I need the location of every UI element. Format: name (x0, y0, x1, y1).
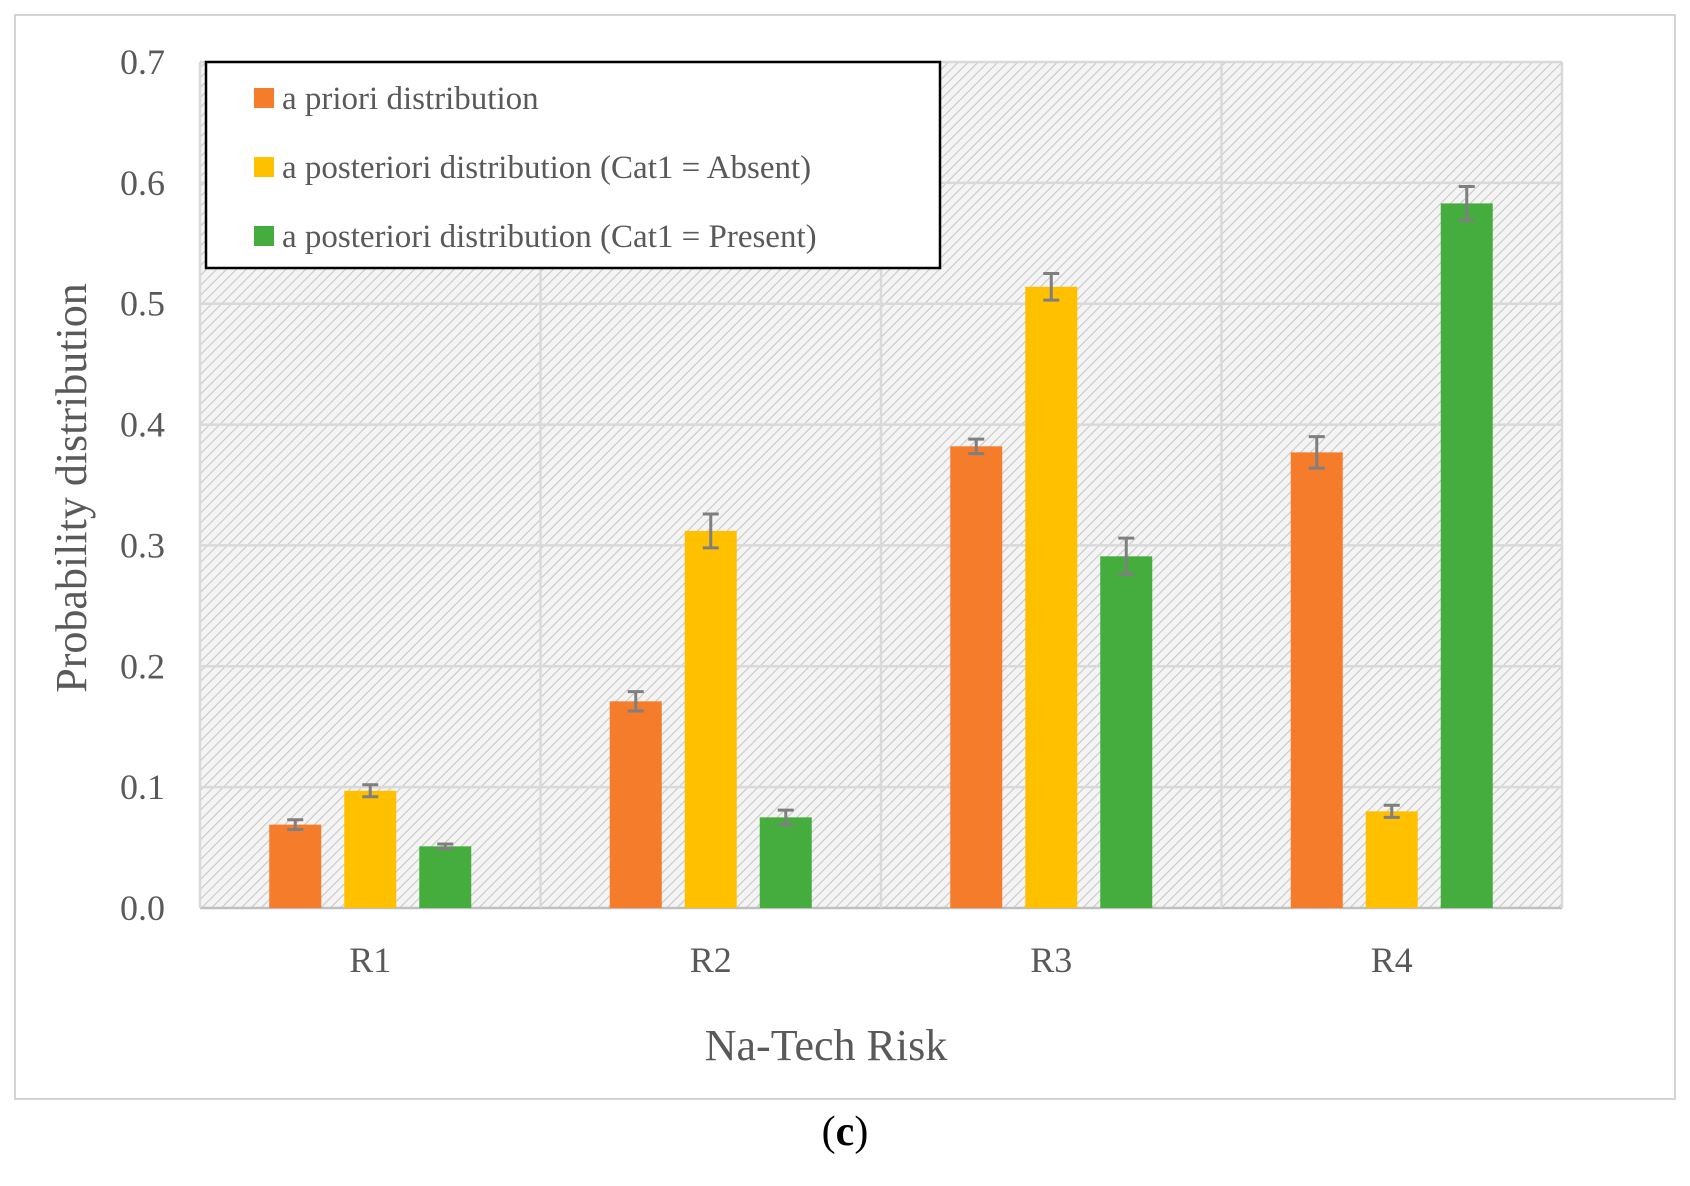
x-axis-title: Na-Tech Risk (705, 1021, 948, 1070)
caption-open-paren: ( (821, 1109, 836, 1155)
x-tick-label-R2: R2 (690, 940, 732, 980)
bar-R1-series-3 (419, 846, 472, 908)
error-bar-R3-series-2 (1043, 272, 1060, 302)
bar-R4-series-3 (1440, 203, 1493, 909)
legend-label-a-priori: a priori distribution (282, 81, 539, 117)
error-bar-R4-series-2 (1383, 803, 1400, 819)
caption-letter: c (835, 1109, 855, 1155)
error-bar-R2-series-3 (777, 808, 794, 827)
bar-R2-series-2 (684, 530, 737, 908)
figure-caption: (c) (0, 1108, 1690, 1156)
error-bar-R2-series-2 (702, 512, 719, 550)
y-tick-label: 0.4 (120, 405, 165, 445)
bar-R3-series-3 (1100, 556, 1153, 908)
y-tick-label: 0.7 (120, 42, 165, 82)
legend-swatch-posteriori-absent (254, 157, 274, 177)
y-tick-label: 0.5 (120, 284, 165, 324)
legend: a priori distribution a posteriori distr… (204, 60, 942, 270)
x-tick-label-R3: R3 (1030, 940, 1072, 980)
bar-R2-series-1 (609, 701, 662, 908)
y-axis-ticks: 0.0 0.1 0.2 0.3 0.4 0.5 0.6 0.7 (120, 42, 165, 928)
error-bar-R3-series-3 (1118, 536, 1135, 576)
y-tick-label: 0.2 (120, 646, 165, 686)
bars (269, 203, 1493, 909)
bar-R1-series-1 (269, 824, 322, 908)
y-axis-title: Probability distribution (47, 283, 96, 692)
legend-box (204, 60, 942, 270)
legend-swatch-a-priori (254, 88, 274, 108)
x-tick-label-R4: R4 (1371, 940, 1413, 980)
bar-R4-series-1 (1290, 452, 1343, 908)
caption-close-paren: ) (854, 1109, 869, 1155)
bar-R2-series-3 (759, 817, 812, 908)
legend-swatch-posteriori-present (254, 226, 274, 246)
error-bar-R4-series-3 (1458, 184, 1475, 222)
error-bar-R3-series-1 (968, 437, 985, 456)
chart: 0.0 0.1 0.2 0.3 0.4 0.5 0.6 0.7 R1 R2 R3 R4 Probab… (47, 42, 1564, 1070)
x-tick-label-R1: R1 (349, 940, 391, 980)
error-bars (287, 184, 1475, 851)
y-tick-label: 0.3 (120, 525, 165, 565)
error-bar-R1-series-3 (437, 842, 454, 851)
bar-R3-series-2 (1025, 286, 1078, 908)
bar-R1-series-2 (344, 790, 397, 908)
x-axis-ticks: R1 R2 R3 R4 (349, 940, 1413, 980)
chart-frame (14, 14, 1676, 1100)
legend-label-posteriori-present: a posteriori distribution (Cat1 = Presen… (282, 219, 817, 255)
error-bar-R4-series-1 (1308, 435, 1325, 470)
error-bar-R1-series-1 (287, 818, 304, 831)
bar-R4-series-2 (1365, 811, 1418, 908)
legend-label-posteriori-absent: a posteriori distribution (Cat1 = Absent… (282, 150, 811, 186)
error-bar-R2-series-1 (627, 690, 644, 713)
y-tick-label: 0.6 (120, 163, 165, 203)
error-bar-R1-series-2 (362, 783, 379, 799)
y-tick-label: 0.0 (120, 888, 165, 928)
bar-R3-series-1 (950, 446, 1003, 908)
y-tick-label: 0.1 (120, 767, 165, 807)
